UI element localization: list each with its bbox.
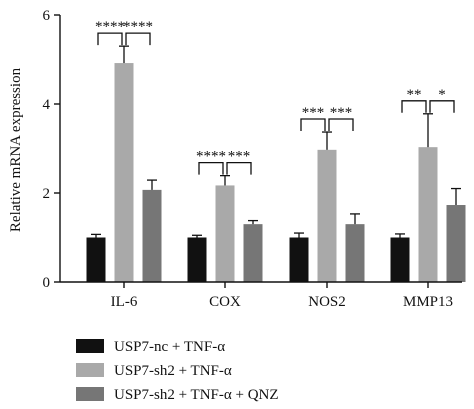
- legend-swatch: [76, 363, 104, 377]
- significance-bracket: [429, 100, 455, 113]
- x-tick-label: MMP13: [403, 294, 453, 310]
- bar: [142, 189, 162, 282]
- legend: USP7-nc + TNF-α USP7-sh2 + TNF-α USP7-sh2 …: [76, 339, 279, 403]
- bar: [345, 224, 365, 282]
- legend-label: USP7-sh2 + TNF-α + QNZ: [114, 387, 279, 403]
- legend-swatch: [76, 387, 104, 401]
- bar: [289, 237, 309, 282]
- significance-label: *: [438, 87, 446, 103]
- significance-label: ****: [196, 149, 226, 165]
- significance-bracket: [401, 100, 427, 113]
- significance-label: ***: [330, 105, 353, 121]
- bar: [187, 237, 207, 282]
- bar: [390, 237, 410, 282]
- significance-bracket: [97, 32, 123, 46]
- x-tick-label: IL-6: [111, 294, 138, 310]
- x-tick-label: NOS2: [308, 294, 346, 310]
- bar: [215, 185, 235, 282]
- bars: [86, 63, 466, 283]
- y-axis-label: Relative mRNA expression: [8, 67, 24, 232]
- x-axis: IL-6 COX NOS2 MMP13: [60, 281, 462, 310]
- legend-label: USP7-sh2 + TNF-α: [114, 363, 232, 379]
- y-axis: 0 2 4 6: [43, 8, 61, 291]
- bar: [446, 205, 466, 282]
- significance-bracket: [328, 118, 354, 132]
- significance-label: ****: [123, 19, 153, 35]
- significance-label: ****: [95, 19, 125, 35]
- significance-brackets: ************ ****** ***** *: [95, 19, 455, 175]
- significance-label: ***: [228, 149, 251, 165]
- bar: [317, 149, 337, 282]
- y-tick-label: 4: [43, 97, 51, 113]
- y-tick-label: 2: [43, 186, 51, 202]
- error-bars: [91, 45, 461, 238]
- bar: [86, 237, 106, 282]
- legend-label: USP7-nc + TNF-α: [114, 339, 225, 355]
- legend-swatch: [76, 339, 104, 353]
- y-tick-label: 0: [43, 275, 51, 291]
- bar: [243, 224, 263, 282]
- significance-bracket: [226, 161, 252, 175]
- significance-bracket: [300, 118, 326, 132]
- bar: [114, 63, 134, 283]
- y-tick-label: 6: [43, 8, 51, 24]
- significance-bracket: [125, 32, 151, 46]
- significance-label: ***: [302, 105, 325, 121]
- bar: [418, 147, 438, 282]
- x-tick-label: COX: [209, 294, 241, 310]
- significance-label: **: [407, 87, 422, 103]
- significance-bracket: [198, 161, 224, 175]
